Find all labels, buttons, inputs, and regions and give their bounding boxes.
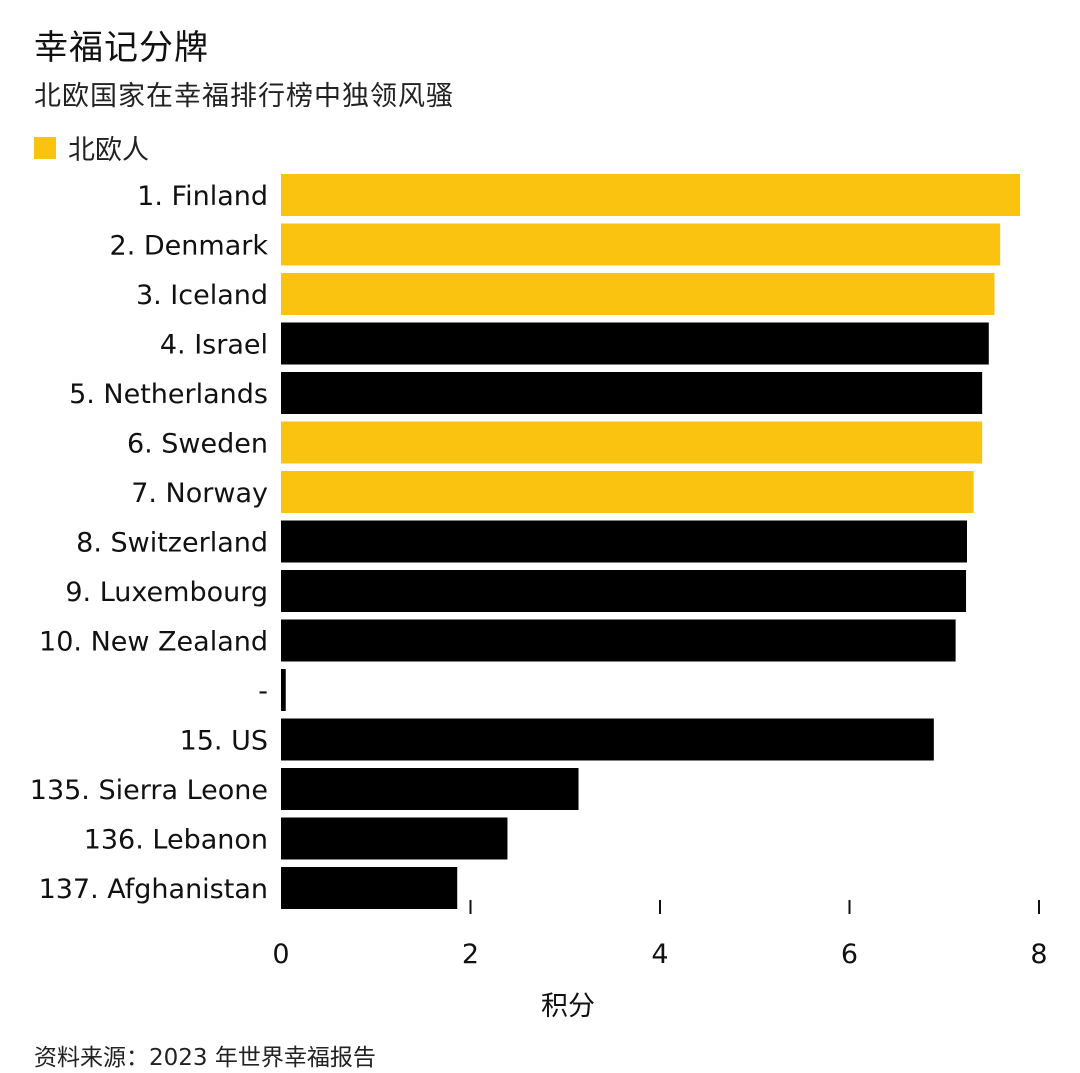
bar-15 [281,867,458,909]
bar-2 [281,223,1001,266]
source-label: 资料来源： [34,1045,149,1071]
bar-5 [281,372,983,414]
category-label-6: 6. Sweden [127,429,268,460]
category-label-11: - [258,676,268,707]
category-label-10: 10. New Zealand [39,627,268,658]
legend-label-nordic: 北欧人 [68,135,149,166]
source-note: 资料来源：2023 年世界幸福报告 [34,1038,376,1072]
bar-3 [281,273,995,315]
category-label-4: 4. Israel [160,330,268,361]
chart-title: 幸福记分牌 [34,28,209,68]
category-label-8: 8. Switzerland [76,528,268,559]
category-label-13: 135. Sierra Leone [30,775,268,806]
source-text: 2023 年世界幸福报告 [149,1045,376,1071]
bar-11 [281,669,286,711]
chart-subtitle: 北欧国家在幸福排行榜中独领风骚 [34,81,454,112]
x-tick-label-2: 2 [462,939,479,970]
bar-13 [281,768,579,810]
bar-1 [281,174,1021,216]
bar-chart: 1. Finland 2. Denmark 3. Iceland 4. Israel 5… [30,174,1048,1022]
bar-7 [281,471,974,513]
bar-12 [281,718,934,761]
x-tick-label-6: 6 [841,939,858,970]
category-label-5: 5. Netherlands [69,379,268,410]
category-label-7: 7. Norway [131,478,268,509]
legend-swatch-nordic [34,136,56,159]
x-tick-label-0: 0 [272,939,289,970]
category-label-14: 136. Lebanon [84,825,268,856]
category-label-3: 3. Iceland [136,280,268,311]
bar-10 [281,619,956,662]
category-label-9: 9. Luxembourg [65,577,268,608]
bar-9 [281,570,967,612]
bar-14 [281,817,508,860]
x-axis-label: 积分 [541,991,595,1022]
category-label-15: 137. Afghanistan [39,874,268,905]
x-tick-label-4: 4 [651,939,668,970]
legend: 北欧人 [34,128,149,167]
bar-6 [281,421,983,464]
category-label-12: 15. US [180,726,268,757]
category-label-2: 2. Denmark [110,231,269,262]
bar-8 [281,520,967,563]
x-tick-label-8: 8 [1030,939,1047,970]
bar-4 [281,322,989,365]
category-label-1: 1. Finland [137,181,268,212]
